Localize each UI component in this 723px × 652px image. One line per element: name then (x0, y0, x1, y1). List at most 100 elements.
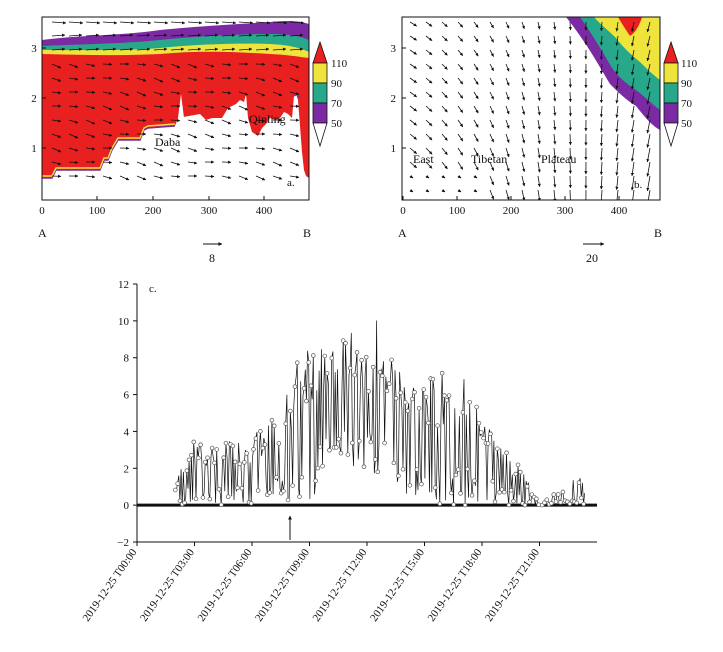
wind-vector (553, 49, 557, 59)
wind-vector (136, 91, 147, 97)
wind-vector (457, 35, 464, 42)
panel-c-data-point (196, 455, 201, 461)
wind-vector (473, 91, 479, 100)
panel-c-data-point (386, 381, 392, 386)
panel-c-data-point (258, 429, 263, 434)
wind-vector (616, 189, 619, 200)
wind-vector (409, 119, 417, 126)
panel-c-data-point (173, 487, 178, 493)
wind-vector (238, 21, 254, 25)
wind-vector (68, 160, 79, 165)
wind-vector (136, 175, 147, 181)
wind-vector (170, 174, 181, 179)
wind-vector (489, 63, 494, 72)
panel-c-data-point (398, 390, 403, 396)
panel-a-colorbar-tip-red (312, 40, 328, 64)
wind-vector (119, 161, 130, 166)
panel-c-data-point (407, 483, 413, 488)
panel-b-label-plateau: Plateau (541, 152, 576, 166)
panel-b-frame (401, 16, 661, 201)
wind-vector (457, 119, 464, 128)
panel-c-data-point (488, 431, 493, 437)
wind-vector (136, 105, 147, 110)
wind-vector (489, 161, 494, 171)
wind-vector (153, 21, 169, 25)
wind-vector (204, 119, 215, 125)
panel-c-data-point (260, 445, 265, 451)
wind-vector (85, 175, 96, 179)
panel-c-y-ticks: 12 10 8 6 4 2 0 −2 (117, 279, 137, 549)
panel-c-data-point (198, 442, 203, 448)
wind-vector (272, 21, 288, 25)
panel-a-frame (41, 16, 310, 201)
wind-vector (238, 161, 249, 165)
wind-vector (255, 147, 266, 151)
panel-c-y-tick-label: 10 (118, 316, 130, 328)
wind-vector (153, 47, 168, 51)
wind-vector (289, 33, 304, 37)
wind-vector (170, 77, 181, 82)
panel-a-label-qinling: Qinling (249, 112, 286, 126)
panel-c-data-point (262, 442, 268, 447)
wind-vector (489, 91, 494, 100)
panel-c-data-point (288, 408, 293, 414)
wind-vector (505, 119, 510, 129)
panel-c-data-point (421, 387, 426, 392)
panel-c-data-point (527, 499, 532, 505)
wind-vector (615, 133, 619, 147)
wind-vector (537, 133, 541, 145)
panel-a-colorbar-label: 70 (331, 98, 343, 110)
panel-c-data-point (297, 494, 302, 499)
wind-vector (521, 49, 525, 58)
panel-c-data-point (290, 483, 295, 488)
panel-b-x-tick: 300 (557, 205, 574, 217)
wind-vector (409, 21, 417, 27)
panel-a-colorbar-tip-white (312, 122, 328, 148)
panel-b-reference-vector: 20 (583, 242, 605, 265)
wind-vector (289, 47, 304, 51)
wind-vector (238, 91, 249, 96)
wind-vector (187, 133, 198, 139)
wind-vector (153, 161, 164, 167)
wind-vector (425, 21, 433, 27)
wind-vector (425, 133, 433, 141)
wind-vector (204, 133, 215, 139)
wind-vector (537, 91, 541, 102)
wind-vector (221, 175, 232, 179)
panel-c-data-point (391, 460, 397, 466)
wind-vector (153, 147, 164, 152)
wind-vector (441, 133, 448, 141)
wind-vector (599, 147, 604, 161)
wind-vector (505, 21, 510, 29)
wind-vector (255, 161, 266, 166)
wind-vector (646, 105, 651, 119)
wind-vector (553, 35, 557, 45)
panel-b-colorbar-yellow (663, 62, 679, 84)
panel-c-data-point (551, 492, 556, 497)
wind-vector (473, 161, 479, 171)
wind-vector (409, 49, 417, 55)
wind-vector (615, 147, 619, 162)
wind-vector (599, 63, 604, 75)
wind-vector (238, 132, 249, 137)
wind-vector (489, 119, 494, 129)
wind-vector (153, 105, 164, 109)
panel-a-colorbar-purple (312, 102, 328, 124)
wind-vector (630, 63, 635, 76)
wind-vector (51, 147, 62, 153)
wind-vector (615, 119, 619, 133)
panel-c-data-point (368, 439, 374, 445)
wind-vector (646, 133, 651, 148)
wind-vector (599, 175, 604, 190)
wind-vector (272, 175, 283, 180)
panel-c-data-point (225, 494, 231, 499)
wind-vector (221, 119, 232, 125)
wind-vector (136, 33, 151, 37)
panel-a-fill (42, 20, 309, 200)
wind-vector (119, 77, 130, 81)
wind-vector (51, 47, 66, 51)
wind-vector (630, 119, 635, 133)
panel-a: 0 100 200 300 400 1 2 3 Daba Qinling a. … (31, 16, 348, 265)
wind-vector (441, 77, 448, 84)
wind-vector (170, 147, 181, 153)
